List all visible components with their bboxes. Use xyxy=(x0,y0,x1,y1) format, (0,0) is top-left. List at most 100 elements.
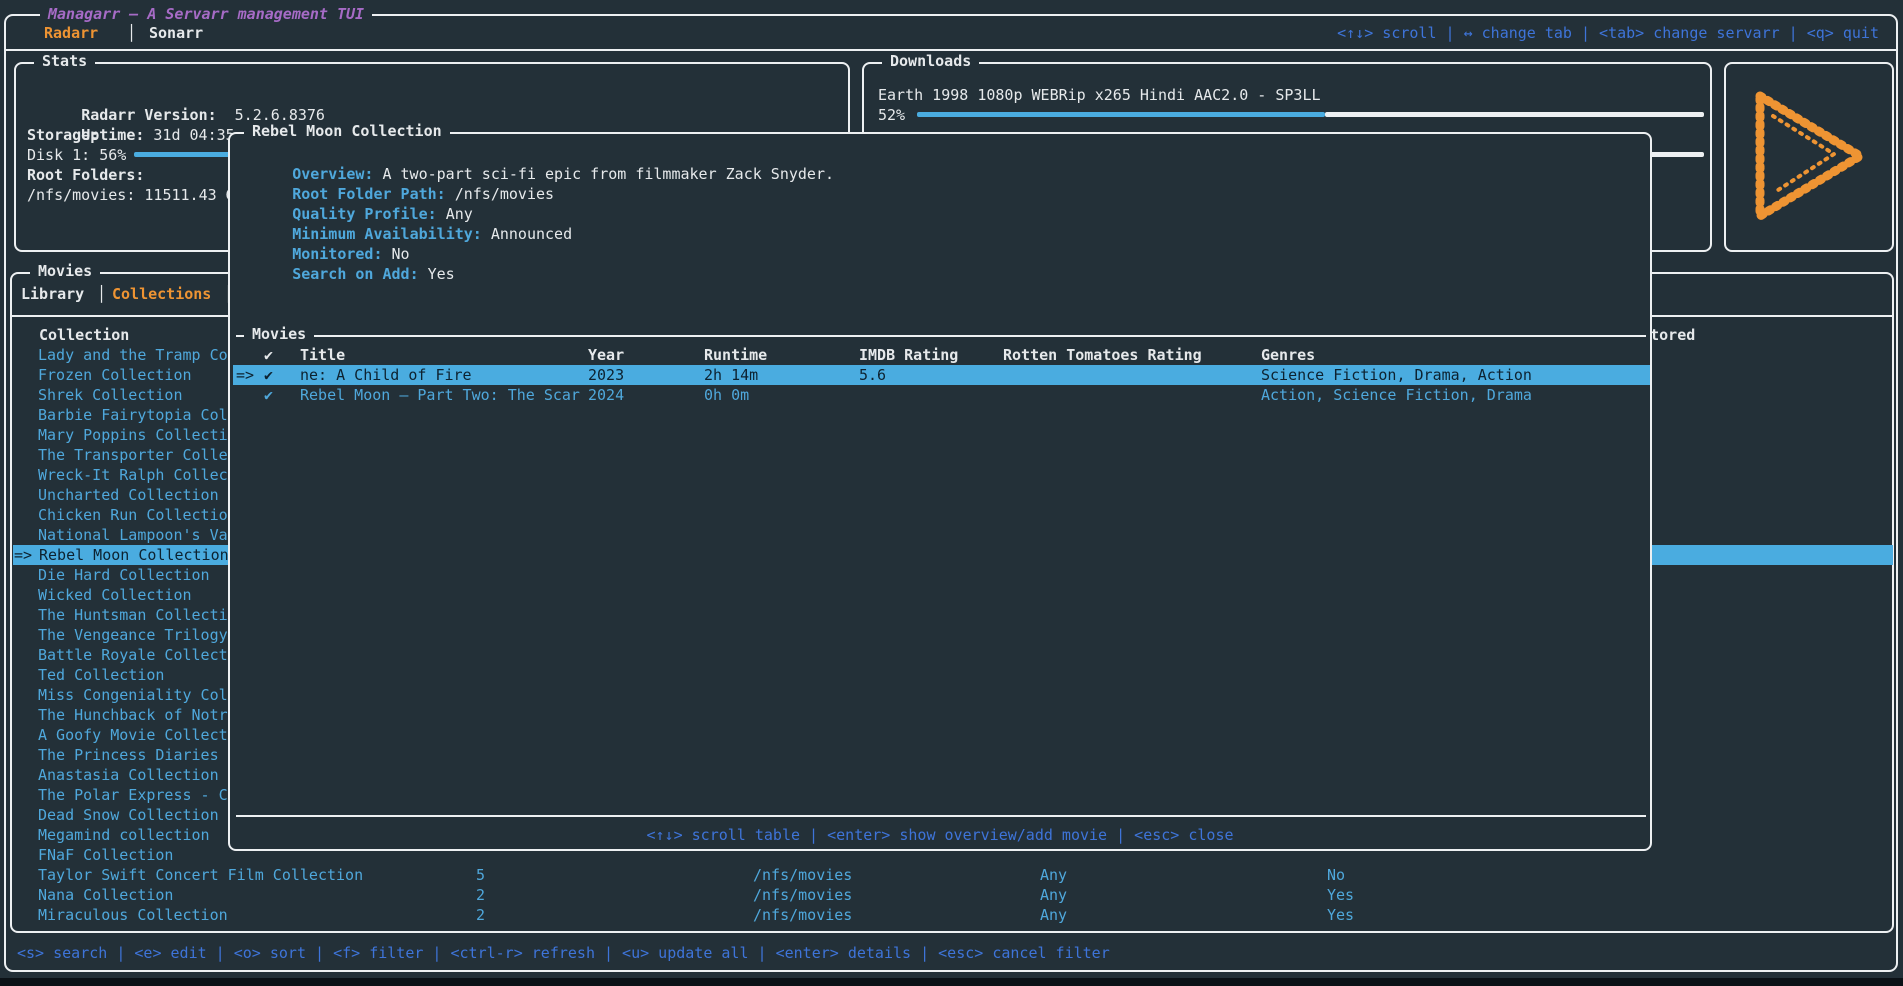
collection-row[interactable]: The Polar Express - C xyxy=(38,786,228,804)
search-on-add-value: Yes xyxy=(427,265,455,283)
search-on-add-label: Search on Add: xyxy=(292,265,419,283)
bottom-keybinds: <s> search | <e> edit | <o> sort | <f> f… xyxy=(17,944,1110,962)
collection-cell: Taylor Swift Concert Film Collection xyxy=(38,866,364,884)
movie-cell: 2024 xyxy=(588,386,625,404)
movie-row[interactable]: ✔ Rebel Moon – Part Two: The Scar 2024 0h 0… xyxy=(230,385,1650,405)
movie-cell: ✔ xyxy=(264,386,274,404)
collection-row[interactable]: Chicken Run Collectio xyxy=(38,506,228,524)
selected-marker: => xyxy=(14,546,33,564)
collection-name: Rebel Moon Collection xyxy=(39,546,229,564)
movie-row-selected[interactable]: => ✔ ne: A Child of Fire 2023 2h 14m 5.6 Scien… xyxy=(233,365,1650,385)
collection-row[interactable]: Dead Snow Collection xyxy=(38,806,219,824)
tab-collections[interactable]: Collections xyxy=(112,285,212,303)
movie-cell: 0h 0m xyxy=(704,386,750,404)
minimum-availability-label: Minimum Availability: xyxy=(292,225,482,243)
collection-row[interactable]: Megamind collection xyxy=(38,826,210,844)
movies-column-header: IMDB Rating xyxy=(859,346,959,364)
tab-separator: │ xyxy=(97,285,107,303)
collection-row[interactable]: Nana Collection 2/nfs/movies Any Yes xyxy=(12,885,1892,905)
collection-cell: Any xyxy=(1040,866,1068,884)
app-title: Managarr – A Servarr management TUI xyxy=(40,4,373,24)
collection-row[interactable]: Uncharted Collection xyxy=(38,486,219,504)
collection-cell: Yes xyxy=(1327,906,1355,924)
collection-row[interactable]: Ted Collection xyxy=(38,666,165,684)
movie-cell: Action, Science Fiction, Drama xyxy=(1261,386,1532,404)
collection-row[interactable]: Anastasia Collection xyxy=(38,766,219,784)
movies-table-top-border xyxy=(236,335,1646,337)
movies-table-title: Movies xyxy=(244,325,315,343)
collection-cell: Any xyxy=(1040,886,1068,904)
collection-row[interactable]: Miss Congeniality Col xyxy=(38,686,228,704)
overview-value: A two-part sci-fi epic from filmmaker Za… xyxy=(382,165,835,183)
collection-row[interactable]: Barbie Fairytopia Col xyxy=(38,406,228,424)
minimum-availability-value: Announced xyxy=(490,225,573,243)
collection-row[interactable]: The Vengeance Trilogy xyxy=(38,626,228,644)
uptime-label: Uptime: xyxy=(81,126,145,144)
collection-cell: /nfs/movies xyxy=(753,906,853,924)
radarr-version-value: 5.2.6.8376 xyxy=(234,106,325,124)
tab-library[interactable]: Library xyxy=(21,285,85,303)
storage-label: Storage: xyxy=(27,126,100,144)
collection-row[interactable]: FNaF Collection xyxy=(38,846,174,864)
download-gauge-fill xyxy=(917,112,1325,117)
root-folder-path-label: Root Folder Path: xyxy=(292,185,446,203)
collection-cell: 5 xyxy=(476,866,486,884)
collection-row[interactable]: Taylor Swift Concert Film Collection 5/nf… xyxy=(12,865,1892,885)
collection-row[interactable]: Die Hard Collection xyxy=(38,566,210,584)
selected-marker: => xyxy=(236,366,255,384)
logo-panel xyxy=(1724,62,1894,252)
collection-row[interactable]: Shrek Collection xyxy=(38,386,183,404)
collection-row[interactable]: National Lampoon's Va xyxy=(38,526,228,544)
monitored-value: No xyxy=(391,245,410,263)
collection-row[interactable]: The Hunchback of Notr xyxy=(38,706,228,724)
collection-row[interactable]: Frozen Collection xyxy=(38,366,192,384)
movies-column-header: Year xyxy=(588,346,625,364)
collection-row[interactable]: Miraculous Collection 2/nfs/movies Any Yes xyxy=(12,905,1892,925)
collection-row[interactable]: Battle Royale Collect xyxy=(38,646,228,664)
collection-row[interactable]: The Huntsman Collecti xyxy=(38,606,228,624)
downloads-panel-title: Downloads xyxy=(882,52,980,70)
root-folder-path-value: /nfs/movies xyxy=(454,185,555,203)
collection-row[interactable]: A Goofy Movie Collect xyxy=(38,726,228,744)
stats-panel-title: Stats xyxy=(34,52,96,70)
collection-details-modal: Rebel Moon Collection Overview: A two-par… xyxy=(228,122,1652,851)
download-item-percent: 52% xyxy=(878,106,906,124)
collection-cell: No xyxy=(1327,866,1346,884)
collection-cell: /nfs/movies xyxy=(753,866,853,884)
radarr-version-label: Radarr Version: xyxy=(81,106,217,124)
monitored-label: Monitored: xyxy=(292,245,383,263)
tab-radarr[interactable]: Radarr xyxy=(44,24,99,42)
collection-cell: Miraculous Collection xyxy=(38,906,228,924)
movie-cell: 2023 xyxy=(588,366,625,384)
collection-cell: Yes xyxy=(1327,886,1355,904)
movie-cell: 2h 14m xyxy=(704,366,759,384)
collection-row[interactable]: Wicked Collection xyxy=(38,586,192,604)
movie-cell: ✔ xyxy=(264,366,274,384)
movies-column-header: Runtime xyxy=(704,346,768,364)
movie-cell: Rebel Moon – Part Two: The Scar xyxy=(300,386,580,404)
managarr-logo xyxy=(1755,91,1865,221)
collection-cell: Any xyxy=(1040,906,1068,924)
movies-column-header: ✔ xyxy=(264,346,274,364)
movie-cell: Science Fiction, Drama, Action xyxy=(1261,366,1532,384)
tabbar-divider xyxy=(4,49,1898,51)
screen-bottom-strip xyxy=(0,978,1903,986)
collection-row[interactable]: Lady and the Tramp Co xyxy=(38,346,228,364)
movie-cell: ne: A Child of Fire xyxy=(300,366,472,384)
root-folder-value: /nfs/movies: 11511.43 GB xyxy=(27,186,244,204)
modal-title: Rebel Moon Collection xyxy=(244,122,450,140)
top-keybinds: <↑↓> scroll | ↔ change tab | <tab> chang… xyxy=(1337,24,1879,42)
collection-row[interactable]: The Princess Diaries xyxy=(38,746,219,764)
collections-header-collection: Collection xyxy=(39,326,130,344)
movie-cell: 5.6 xyxy=(859,366,887,384)
app-frame xyxy=(4,14,1898,972)
collection-row[interactable]: The Transporter Colle xyxy=(38,446,228,464)
collection-cell: 2 xyxy=(476,886,486,904)
download-item-name: Earth 1998 1080p WEBRip x265 Hindi AAC2.… xyxy=(878,86,1321,104)
collection-row[interactable]: Mary Poppins Collecti xyxy=(38,426,228,444)
movies-column-header: Title xyxy=(300,346,346,364)
tab-sonarr[interactable]: Sonarr xyxy=(149,24,204,42)
root-folders-label: Root Folders: xyxy=(27,166,145,184)
collection-row[interactable]: Wreck-It Ralph Collec xyxy=(38,466,228,484)
